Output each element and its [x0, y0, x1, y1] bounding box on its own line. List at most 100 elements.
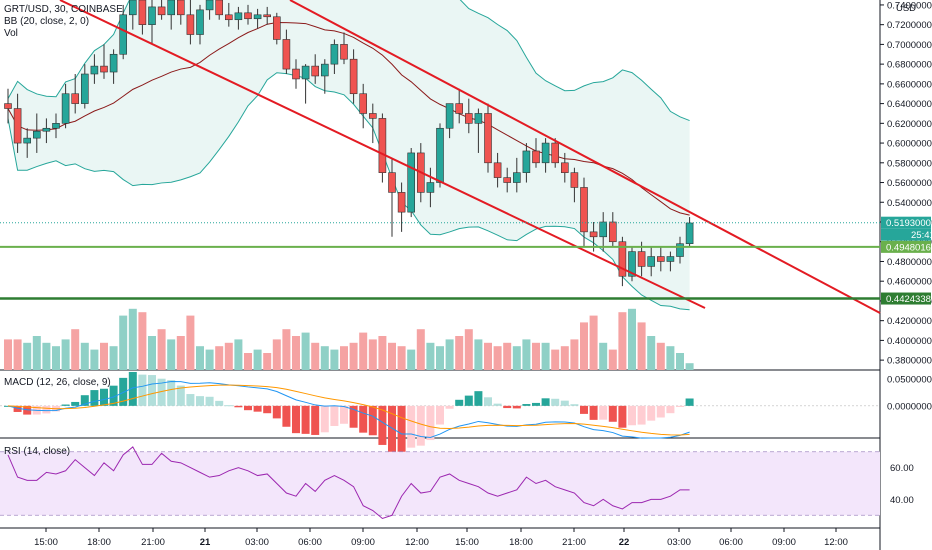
time-tick-label: 18:00 — [509, 537, 533, 548]
macd-histogram-bar — [349, 405, 358, 428]
volume-bar — [272, 339, 281, 370]
volume-bar — [282, 329, 291, 370]
macd-histogram-bar — [311, 405, 320, 435]
macd-histogram-bar — [464, 395, 473, 406]
time-tick-label: 03:00 — [667, 537, 691, 548]
volume-bar — [666, 346, 675, 370]
macd-histogram-bar — [224, 405, 233, 407]
volume-bar — [484, 342, 492, 370]
volume-bar — [23, 342, 32, 370]
rsi-legend-label: RSI (14, close) — [4, 446, 71, 457]
time-tick-label: 12:00 — [824, 537, 848, 548]
candle-body — [61, 93, 70, 124]
macd-histogram-bar — [61, 404, 70, 406]
macd-histogram-bar — [330, 405, 339, 426]
volume-bar — [512, 346, 521, 370]
volume-bar — [61, 339, 70, 370]
candle-body — [589, 231, 598, 238]
time-tick-label: 12:00 — [405, 537, 429, 548]
candle-body — [330, 44, 339, 65]
candle-body — [637, 251, 646, 267]
candle-body — [301, 65, 310, 80]
vol-legend: Vol — [4, 28, 18, 39]
macd-histogram-bar — [512, 405, 521, 409]
time-axis[interactable]: 15:00 18:00 21:00 21 03:00 06:00 09:00 12:00 15:… — [34, 528, 848, 548]
candle-body — [426, 182, 435, 193]
candle-body — [272, 16, 281, 40]
candle-body — [464, 113, 473, 124]
bb-fill — [8, 0, 690, 310]
macd-histogram-bar — [244, 405, 252, 411]
macd-histogram-bar — [484, 397, 492, 406]
macd-histogram-bar — [397, 405, 406, 458]
macd-histogram-bar — [119, 377, 128, 406]
candle-body — [234, 12, 243, 21]
volume-bar — [388, 342, 396, 370]
rsi-tick-label: 40.00 — [890, 495, 914, 506]
countdown-tag — [881, 228, 931, 241]
macd-histogram-bar — [186, 394, 195, 406]
macd-histogram-bar — [522, 404, 531, 406]
candle-body — [397, 192, 406, 213]
rsi-pane — [0, 446, 880, 520]
volume-bar — [42, 342, 51, 370]
rsi-line — [7, 446, 690, 520]
candle-body — [196, 9, 204, 35]
price-tag-label: 0.44243388 — [886, 294, 932, 305]
candle-body — [292, 68, 300, 80]
time-tick-label: 21:00 — [141, 537, 165, 548]
candle-body — [311, 65, 320, 77]
candle-body — [138, 0, 147, 25]
macd-histogram-bar — [196, 396, 204, 406]
macd-histogram-bar — [157, 378, 166, 406]
candle-body — [388, 172, 396, 193]
volume-bar — [330, 349, 339, 370]
volume-bar — [13, 339, 22, 370]
volume-bar — [292, 336, 300, 370]
volume-bar — [407, 349, 416, 370]
upper-trend-line — [289, 0, 881, 314]
main-legend[interactable]: GRT/USD, 30, COINBASE BB (20, close, 2, … — [4, 4, 123, 40]
volume-bar — [522, 339, 531, 370]
macd-histogram-bar — [263, 405, 272, 414]
candle-body — [4, 103, 12, 109]
macd-histogram-bar — [340, 405, 348, 424]
rsi-legend[interactable]: RSI (14, close) — [4, 446, 70, 458]
macd-histogram-bar — [272, 405, 281, 419]
volume-bar — [474, 339, 483, 370]
macd-histogram-bar — [647, 405, 656, 421]
volume-bar — [436, 346, 444, 370]
candle-body — [100, 65, 108, 73]
candle-body — [157, 6, 166, 16]
macd-histogram-bar — [570, 404, 579, 406]
macd-histogram-bar — [676, 405, 684, 407]
volume-bar — [493, 346, 502, 370]
volume-bar — [4, 339, 12, 370]
volume-bar — [71, 329, 80, 370]
volume-bar — [455, 336, 464, 370]
candle-body — [503, 177, 512, 183]
volume-bar — [503, 342, 512, 370]
macd-legend[interactable]: MACD (12, 26, close, 9) — [4, 377, 111, 389]
candle-body — [647, 256, 656, 267]
macd-histogram-bar — [368, 405, 377, 436]
axis-currency: USD — [896, 3, 916, 14]
candle-body — [685, 222, 694, 245]
candle-body — [368, 113, 377, 119]
macd-histogram-bar — [455, 399, 464, 406]
macd-histogram-bar — [253, 405, 262, 412]
signal-line — [7, 384, 690, 436]
volume-bar — [608, 349, 617, 370]
candle-body — [359, 93, 368, 114]
volume-bar — [541, 342, 550, 370]
volume-bar — [224, 342, 233, 370]
